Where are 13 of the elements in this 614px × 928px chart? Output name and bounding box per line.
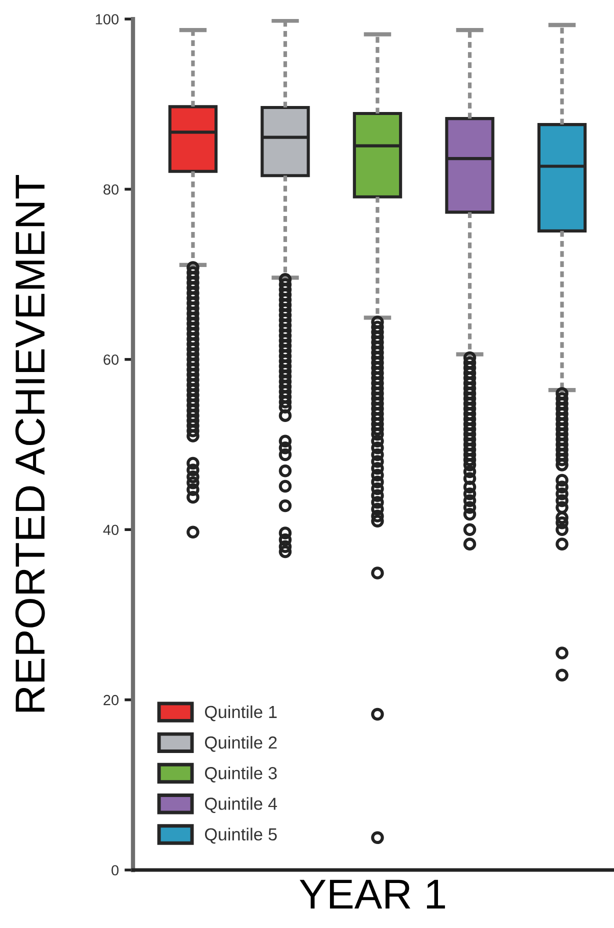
y-tick-label: 100 xyxy=(96,14,119,24)
y-tick-label: 20 xyxy=(104,694,119,706)
y-axis-title: REPORTED ACHIEVEMENT xyxy=(15,174,45,712)
y-tick-label: 60 xyxy=(104,354,119,365)
y-tick-label: 40 xyxy=(103,524,119,536)
legend-label: Quintile 2 xyxy=(204,736,277,752)
legend-label: Quintile 5 xyxy=(204,828,277,844)
legend-label: Quintile 4 xyxy=(204,797,278,814)
x-axis-title: YEAR 1 xyxy=(300,880,445,909)
y-tick-label: 0 xyxy=(112,865,119,876)
y-tick-label: 80 xyxy=(104,184,119,195)
legend-label: Quintile 3 xyxy=(204,766,277,782)
legend-label: Quintile 1 xyxy=(204,705,277,722)
